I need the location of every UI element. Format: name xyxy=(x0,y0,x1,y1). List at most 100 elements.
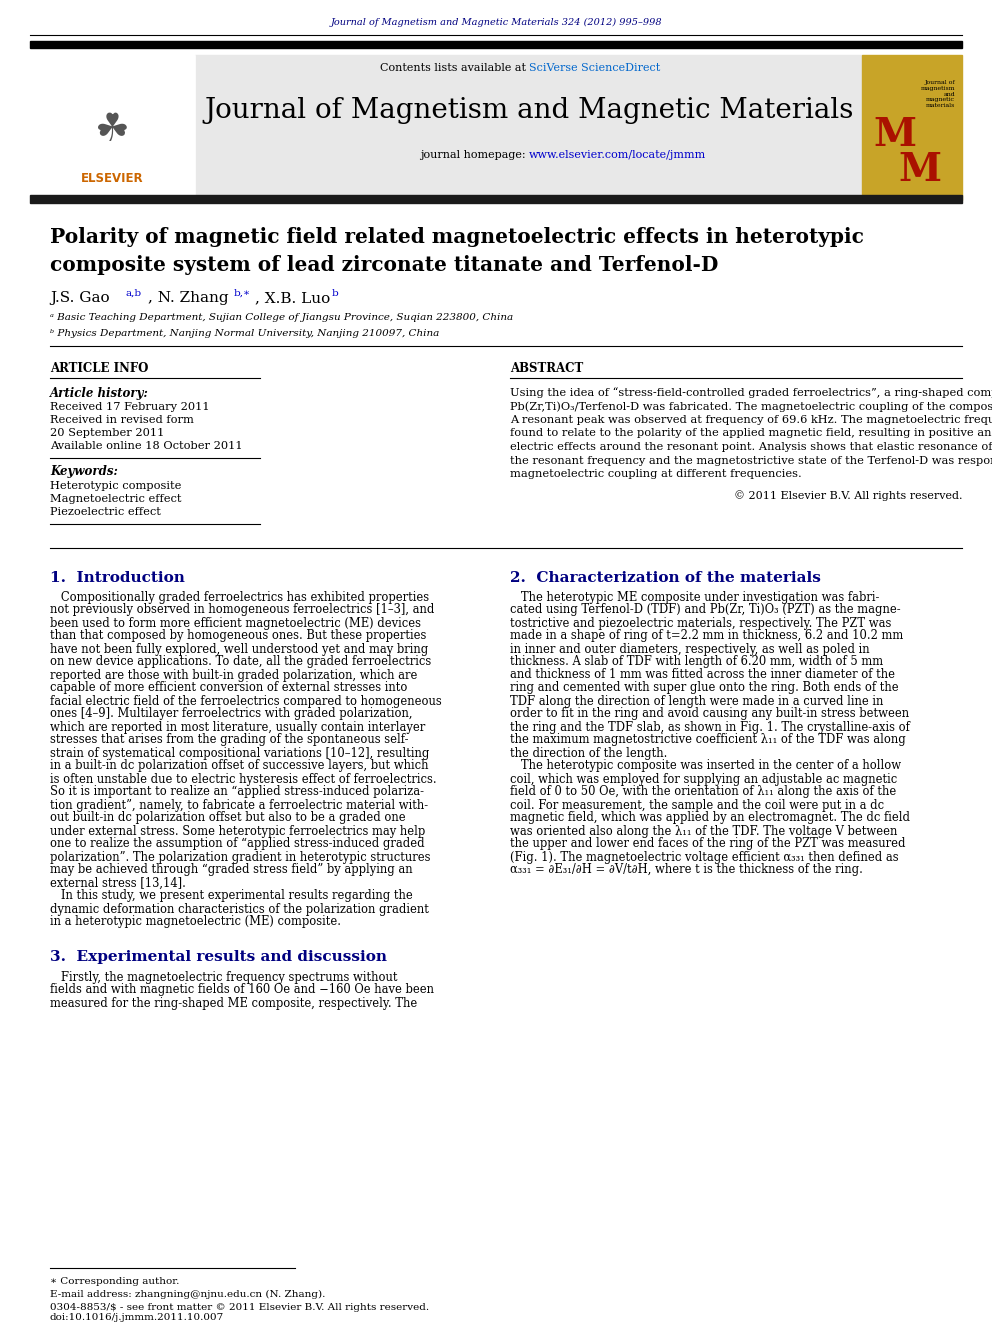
Text: © 2011 Elsevier B.V. All rights reserved.: © 2011 Elsevier B.V. All rights reserved… xyxy=(733,490,962,501)
Text: ELSEVIER: ELSEVIER xyxy=(80,172,143,184)
Text: polarization”. The polarization gradient in heterotypic structures: polarization”. The polarization gradient… xyxy=(50,851,431,864)
Text: is often unstable due to electric hysteresis effect of ferroelectrics.: is often unstable due to electric hyster… xyxy=(50,773,436,786)
Text: may be achieved through “graded stress field” by applying an: may be achieved through “graded stress f… xyxy=(50,864,413,877)
Text: Compositionally graded ferroelectrics has exhibited properties: Compositionally graded ferroelectrics ha… xyxy=(50,590,430,603)
Text: M: M xyxy=(873,116,917,153)
Bar xyxy=(30,41,962,48)
Text: ARTICLE INFO: ARTICLE INFO xyxy=(50,361,149,374)
Text: was oriented also along the λ₁₁ of the TDF. The voltage V between: was oriented also along the λ₁₁ of the T… xyxy=(510,824,898,837)
Text: have not been fully explored, well understood yet and may bring: have not been fully explored, well under… xyxy=(50,643,429,655)
Text: 1.  Introduction: 1. Introduction xyxy=(50,572,185,585)
Bar xyxy=(30,56,195,200)
Bar xyxy=(195,56,862,200)
Text: ABSTRACT: ABSTRACT xyxy=(510,361,583,374)
Text: TDF along the direction of length were made in a curved line in: TDF along the direction of length were m… xyxy=(510,695,883,708)
Text: measured for the ring-shaped ME composite, respectively. The: measured for the ring-shaped ME composit… xyxy=(50,996,418,1009)
Text: the resonant frequency and the magnetostrictive state of the Terfenol-D was resp: the resonant frequency and the magnetost… xyxy=(510,455,992,466)
Text: tion gradient”, namely, to fabricate a ferroelectric material with-: tion gradient”, namely, to fabricate a f… xyxy=(50,799,429,811)
Text: magnetoelectric coupling at different frequencies.: magnetoelectric coupling at different fr… xyxy=(510,468,802,479)
Text: journal homepage:: journal homepage: xyxy=(420,149,529,160)
Text: Firstly, the magnetoelectric frequency spectrums without: Firstly, the magnetoelectric frequency s… xyxy=(50,971,398,983)
Text: field of 0 to 50 Oe, with the orientation of λ₁₁ along the axis of the: field of 0 to 50 Oe, with the orientatio… xyxy=(510,786,896,799)
Text: , N. Zhang: , N. Zhang xyxy=(148,291,233,306)
Text: 20 September 2011: 20 September 2011 xyxy=(50,429,165,438)
Text: , X.B. Luo: , X.B. Luo xyxy=(255,291,335,306)
Text: The heterotypic composite was inserted in the center of a hollow: The heterotypic composite was inserted i… xyxy=(510,759,901,773)
Text: A resonant peak was observed at frequency of 69.6 kHz. The magnetoelectric frequ: A resonant peak was observed at frequenc… xyxy=(510,415,992,425)
Text: the upper and lower end faces of the ring of the PZT was measured: the upper and lower end faces of the rin… xyxy=(510,837,906,851)
Text: out built-in dc polarization offset but also to be a graded one: out built-in dc polarization offset but … xyxy=(50,811,406,824)
Text: than that composed by homogeneous ones. But these properties: than that composed by homogeneous ones. … xyxy=(50,630,427,643)
Text: which are reported in most literature, usually contain interlayer: which are reported in most literature, u… xyxy=(50,721,426,733)
Text: on new device applications. To date, all the graded ferroelectrics: on new device applications. To date, all… xyxy=(50,655,432,668)
Text: So it is important to realize an “applied stress-induced polariza-: So it is important to realize an “applie… xyxy=(50,786,424,799)
Text: Keywords:: Keywords: xyxy=(50,466,118,479)
Text: 0304-8853/$ - see front matter © 2011 Elsevier B.V. All rights reserved.: 0304-8853/$ - see front matter © 2011 El… xyxy=(50,1303,430,1311)
Text: electric effects around the resonant point. Analysis shows that elastic resonanc: electric effects around the resonant poi… xyxy=(510,442,992,452)
Text: (Fig. 1). The magnetoelectric voltage efficient α₃₃₁ then defined as: (Fig. 1). The magnetoelectric voltage ef… xyxy=(510,851,899,864)
Text: order to fit in the ring and avoid causing any built-in stress between: order to fit in the ring and avoid causi… xyxy=(510,708,909,721)
Text: under external stress. Some heterotypic ferroelectrics may help: under external stress. Some heterotypic … xyxy=(50,824,426,837)
Text: dynamic deformation characteristics of the polarization gradient: dynamic deformation characteristics of t… xyxy=(50,902,429,916)
Text: ᵇ Physics Department, Nanjing Normal University, Nanjing 210097, China: ᵇ Physics Department, Nanjing Normal Uni… xyxy=(50,328,439,337)
Text: SciVerse ScienceDirect: SciVerse ScienceDirect xyxy=(529,64,661,73)
Text: been used to form more efficient magnetoelectric (ME) devices: been used to form more efficient magneto… xyxy=(50,617,421,630)
Text: in a heterotypic magnetoelectric (ME) composite.: in a heterotypic magnetoelectric (ME) co… xyxy=(50,916,341,929)
Text: ones [4–9]. Multilayer ferroelectrics with graded polarization,: ones [4–9]. Multilayer ferroelectrics wi… xyxy=(50,708,413,721)
Text: composite system of lead zirconate titanate and Terfenol-D: composite system of lead zirconate titan… xyxy=(50,255,718,275)
Text: In this study, we present experimental results regarding the: In this study, we present experimental r… xyxy=(50,889,413,902)
Text: M: M xyxy=(899,151,941,189)
Text: www.elsevier.com/locate/jmmm: www.elsevier.com/locate/jmmm xyxy=(529,149,706,160)
Text: Polarity of magnetic field related magnetoelectric effects in heterotypic: Polarity of magnetic field related magne… xyxy=(50,228,864,247)
Text: b,∗: b,∗ xyxy=(234,288,251,298)
Text: strain of systematical compositional variations [10–12], resulting: strain of systematical compositional var… xyxy=(50,746,430,759)
Text: Using the idea of “stress-field-controlled graded ferroelectrics”, a ring-shaped: Using the idea of “stress-field-controll… xyxy=(510,388,992,398)
Text: Article history:: Article history: xyxy=(50,386,149,400)
Text: coil, which was employed for supplying an adjustable ac magnetic: coil, which was employed for supplying a… xyxy=(510,773,897,786)
Text: magnetic field, which was applied by an electromagnet. The dc field: magnetic field, which was applied by an … xyxy=(510,811,910,824)
Text: Heterotypic composite: Heterotypic composite xyxy=(50,482,182,491)
Text: The heterotypic ME composite under investigation was fabri-: The heterotypic ME composite under inves… xyxy=(510,590,879,603)
Text: coil. For measurement, the sample and the coil were put in a dc: coil. For measurement, the sample and th… xyxy=(510,799,884,811)
Text: facial electric field of the ferroelectrics compared to homogeneous: facial electric field of the ferroelectr… xyxy=(50,695,441,708)
Text: Pb(Zr,Ti)O₃/Terfenol-D was fabricated. The magnetoelectric coupling of the compo: Pb(Zr,Ti)O₃/Terfenol-D was fabricated. T… xyxy=(510,401,992,411)
Text: thickness. A slab of TDF with length of 6.20 mm, width of 5 mm: thickness. A slab of TDF with length of … xyxy=(510,655,883,668)
Text: Magnetoelectric effect: Magnetoelectric effect xyxy=(50,493,182,504)
Bar xyxy=(862,56,962,200)
Text: fields and with magnetic fields of 160 Oe and −160 Oe have been: fields and with magnetic fields of 160 O… xyxy=(50,983,434,996)
Text: Received in revised form: Received in revised form xyxy=(50,415,193,425)
Text: the ring and the TDF slab, as shown in Fig. 1. The crystalline-axis of: the ring and the TDF slab, as shown in F… xyxy=(510,721,910,733)
Text: the maximum magnetostrictive coefficient λ₁₁ of the TDF was along: the maximum magnetostrictive coefficient… xyxy=(510,733,906,746)
Text: stresses that arises from the grading of the spontaneous self-: stresses that arises from the grading of… xyxy=(50,733,409,746)
Text: Available online 18 October 2011: Available online 18 October 2011 xyxy=(50,441,243,451)
Text: b: b xyxy=(332,288,338,298)
Text: Journal of Magnetism and Magnetic Materials: Journal of Magnetism and Magnetic Materi… xyxy=(204,97,854,123)
Text: and thickness of 1 mm was fitted across the inner diameter of the: and thickness of 1 mm was fitted across … xyxy=(510,668,895,681)
Text: the direction of the length.: the direction of the length. xyxy=(510,746,668,759)
Bar xyxy=(30,194,962,202)
Text: in a built-in dc polarization offset of successive layers, but which: in a built-in dc polarization offset of … xyxy=(50,759,429,773)
Text: 3.  Experimental results and discussion: 3. Experimental results and discussion xyxy=(50,950,387,964)
Text: Journal of Magnetism and Magnetic Materials 324 (2012) 995–998: Journal of Magnetism and Magnetic Materi… xyxy=(330,17,662,26)
Text: ∗ Corresponding author.: ∗ Corresponding author. xyxy=(50,1277,180,1286)
Text: tostrictive and piezoelectric materials, respectively. The PZT was: tostrictive and piezoelectric materials,… xyxy=(510,617,892,630)
Text: a,b: a,b xyxy=(126,288,142,298)
Text: α₃₃₁ = ∂E₃₁/∂H = ∂V/t∂H, where t is the thickness of the ring.: α₃₃₁ = ∂E₃₁/∂H = ∂V/t∂H, where t is the … xyxy=(510,864,863,877)
Text: ☘: ☘ xyxy=(94,111,129,149)
Text: external stress [13,14].: external stress [13,14]. xyxy=(50,877,186,889)
Text: Piezoelectric effect: Piezoelectric effect xyxy=(50,507,161,517)
Text: J.S. Gao: J.S. Gao xyxy=(50,291,114,306)
Text: not previously observed in homogeneous ferroelectrics [1–3], and: not previously observed in homogeneous f… xyxy=(50,603,434,617)
Text: ring and cemented with super glue onto the ring. Both ends of the: ring and cemented with super glue onto t… xyxy=(510,681,899,695)
Text: Contents lists available at: Contents lists available at xyxy=(380,64,529,73)
Text: ᵃ Basic Teaching Department, Sujian College of Jiangsu Province, Suqian 223800, : ᵃ Basic Teaching Department, Sujian Coll… xyxy=(50,314,513,323)
Text: reported are those with built-in graded polarization, which are: reported are those with built-in graded … xyxy=(50,668,418,681)
Text: found to relate to the polarity of the applied magnetic field, resulting in posi: found to relate to the polarity of the a… xyxy=(510,429,992,438)
Text: capable of more efficient conversion of external stresses into: capable of more efficient conversion of … xyxy=(50,681,408,695)
Text: one to realize the assumption of “applied stress-induced graded: one to realize the assumption of “applie… xyxy=(50,837,425,851)
Text: 2.  Characterization of the materials: 2. Characterization of the materials xyxy=(510,572,820,585)
Text: Journal of
magnetism
and
magnetic
materials: Journal of magnetism and magnetic materi… xyxy=(921,79,955,108)
Text: cated using Terfenol-D (TDF) and Pb(Zr, Ti)O₃ (PZT) as the magne-: cated using Terfenol-D (TDF) and Pb(Zr, … xyxy=(510,603,901,617)
Text: made in a shape of ring of t=2.2 mm in thickness, 6.2 and 10.2 mm: made in a shape of ring of t=2.2 mm in t… xyxy=(510,630,904,643)
Text: in inner and outer diameters, respectively, as well as poled in: in inner and outer diameters, respective… xyxy=(510,643,870,655)
